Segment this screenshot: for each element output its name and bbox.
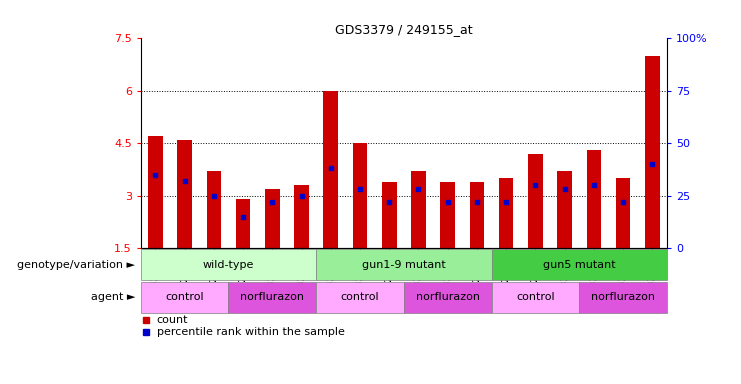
Bar bbox=[207, 171, 221, 248]
Title: GDS3379 / 249155_at: GDS3379 / 249155_at bbox=[335, 23, 473, 36]
Bar bbox=[141, 282, 228, 313]
Text: norflurazon: norflurazon bbox=[416, 293, 479, 303]
Text: norflurazon: norflurazon bbox=[591, 293, 655, 303]
Text: agent ►: agent ► bbox=[90, 293, 135, 303]
Bar bbox=[265, 189, 279, 248]
Bar bbox=[382, 182, 396, 248]
Bar bbox=[645, 56, 659, 248]
Bar bbox=[316, 282, 404, 313]
Bar bbox=[499, 178, 514, 248]
Text: count: count bbox=[156, 315, 188, 325]
Text: control: control bbox=[341, 293, 379, 303]
Bar bbox=[491, 282, 579, 313]
Text: norflurazon: norflurazon bbox=[240, 293, 305, 303]
Text: gun5 mutant: gun5 mutant bbox=[543, 260, 616, 270]
Text: genotype/variation ►: genotype/variation ► bbox=[17, 260, 135, 270]
Bar bbox=[294, 185, 309, 248]
Bar bbox=[148, 136, 163, 248]
Bar bbox=[579, 282, 667, 313]
Text: control: control bbox=[165, 293, 204, 303]
Text: wild-type: wild-type bbox=[203, 260, 254, 270]
Bar bbox=[353, 143, 368, 248]
Bar bbox=[616, 178, 631, 248]
Bar bbox=[228, 282, 316, 313]
Bar bbox=[411, 171, 426, 248]
Bar bbox=[491, 249, 667, 280]
Bar bbox=[141, 249, 316, 280]
Bar bbox=[470, 182, 484, 248]
Bar bbox=[440, 182, 455, 248]
Bar bbox=[404, 282, 491, 313]
Bar bbox=[324, 91, 338, 248]
Bar bbox=[587, 150, 601, 248]
Bar bbox=[236, 199, 250, 248]
Bar bbox=[557, 171, 572, 248]
Text: control: control bbox=[516, 293, 555, 303]
Bar bbox=[177, 140, 192, 248]
Text: percentile rank within the sample: percentile rank within the sample bbox=[156, 327, 345, 337]
Text: gun1-9 mutant: gun1-9 mutant bbox=[362, 260, 446, 270]
Bar bbox=[316, 249, 491, 280]
Bar bbox=[528, 154, 542, 248]
